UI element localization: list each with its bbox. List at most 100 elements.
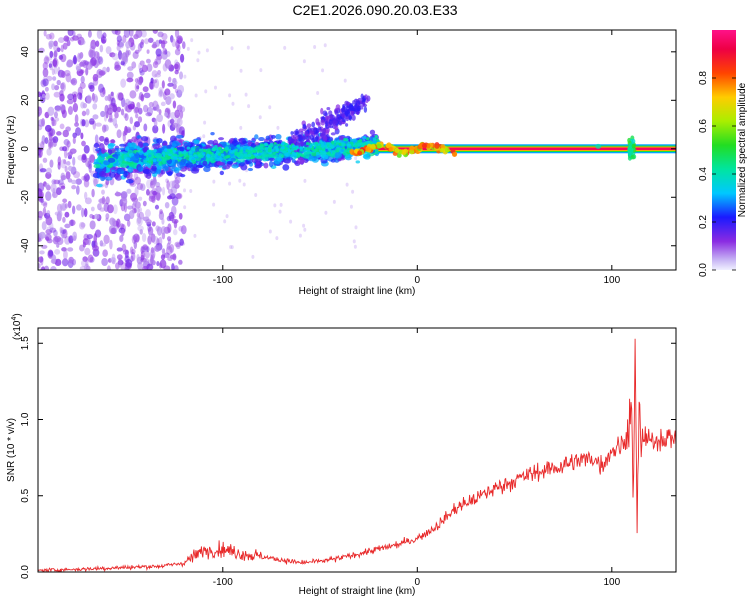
spectrogram-blob xyxy=(179,146,185,152)
spectrogram-blob xyxy=(72,56,78,65)
spectrogram-blob xyxy=(179,106,186,113)
spectrogram-blob xyxy=(284,142,289,147)
spectrogram-blob xyxy=(49,141,54,149)
spectrogram-blob xyxy=(82,241,86,248)
spectrogram-blob xyxy=(98,70,106,76)
spectrogram-blob xyxy=(175,242,181,250)
spectrogram-blob xyxy=(71,205,76,215)
spectrogram-blob xyxy=(256,146,261,150)
spectrogram-blob xyxy=(154,244,161,252)
spectrogram-blob xyxy=(62,146,68,152)
spectrogram-blob xyxy=(160,254,166,260)
spectrogram-blob xyxy=(64,203,68,209)
spectrogram-blob xyxy=(107,157,116,163)
spectrogram-blob xyxy=(169,118,175,125)
spectrogram-blob xyxy=(206,153,210,158)
spectrogram-blob xyxy=(163,112,169,117)
spectrogram-blob xyxy=(164,59,172,69)
spectrogram-blob xyxy=(344,149,348,153)
spectrogram-blob xyxy=(75,65,81,72)
spectrogram-blob xyxy=(84,247,91,256)
spectrogram-blob xyxy=(137,166,144,172)
spectrogram-blob xyxy=(196,164,204,169)
spectrogram-blob xyxy=(244,92,248,97)
spectrogram-blob xyxy=(271,134,276,139)
snr-series-line xyxy=(38,338,676,572)
spectrogram-blob xyxy=(67,93,75,101)
spectrogram-blob xyxy=(363,106,368,113)
spectrogram-blob xyxy=(362,154,369,159)
spectrogram-blob xyxy=(239,125,243,130)
spectrogram-blob xyxy=(247,167,254,172)
spectrogram-blob xyxy=(169,93,175,100)
spectrogram-blob xyxy=(300,131,304,136)
spectrogram-blob xyxy=(80,259,87,267)
spectrogram-blob xyxy=(53,44,59,52)
spectrogram-blob xyxy=(102,249,108,257)
spectrogram-blob xyxy=(119,143,126,147)
spectrogram-blob xyxy=(45,33,52,40)
spectrogram-blob xyxy=(170,155,175,159)
spectrogram-blob xyxy=(362,101,366,106)
spectrogram-blob xyxy=(176,161,185,169)
spectrogram-blob xyxy=(196,151,200,155)
spectrogram-blob xyxy=(229,244,233,249)
spectrogram-blob xyxy=(136,212,140,218)
spectrogram-blob xyxy=(38,106,43,116)
spectrogram-blob xyxy=(53,229,58,237)
spectrogram-blob xyxy=(341,113,346,119)
spectrogram-blob xyxy=(631,138,636,144)
spectrogram-blob xyxy=(229,143,234,148)
spectrogram-blob xyxy=(60,82,65,90)
spectrogram-blob xyxy=(140,94,145,102)
spectrogram-blob xyxy=(99,240,104,247)
spectrogram-blob xyxy=(627,151,632,157)
spectrogram-blob xyxy=(60,158,67,169)
spectrogram-blob xyxy=(338,142,343,146)
spectrogram-blob xyxy=(144,162,150,167)
spectrogram-blob xyxy=(327,151,331,155)
spectrogram-blob xyxy=(246,45,250,50)
spectrogram-blob xyxy=(78,53,83,60)
spectrogram-blob xyxy=(160,101,166,107)
spectrogram-blob xyxy=(95,40,100,47)
spectrogram-blob xyxy=(44,183,50,189)
spectrogram-blob xyxy=(164,88,171,96)
spectrogram-blob xyxy=(351,189,355,194)
spectrogram-blob xyxy=(303,178,307,183)
spectrogram-blob xyxy=(99,87,106,98)
spectrogram-blob xyxy=(153,148,157,153)
spectrogram-blob xyxy=(158,87,164,95)
spectrogram-blob xyxy=(302,223,306,228)
snr-x-tick-label: -100 xyxy=(213,577,233,588)
spectrogram-blob xyxy=(178,212,183,220)
spectrogram-blob xyxy=(105,196,110,205)
spectrogram-blob xyxy=(212,139,219,147)
spectrogram-blob xyxy=(175,134,184,139)
spectrogram-blob xyxy=(311,157,319,163)
spectrogram-blob xyxy=(109,257,117,263)
spectrogram-blob xyxy=(151,70,158,78)
snr-frame xyxy=(37,327,677,573)
spectrogram-blob xyxy=(350,110,354,116)
spectrogram-blob xyxy=(143,123,148,132)
spectrogram-blob xyxy=(136,102,141,109)
spectrogram-blob xyxy=(158,211,165,220)
spectrogram-blob xyxy=(353,244,357,249)
spectrogram-blob xyxy=(56,203,63,213)
spectrogram-blob xyxy=(56,131,62,136)
spectrogram-blob xyxy=(51,254,57,264)
spectrogram-blob xyxy=(140,250,146,260)
spectrogram-blob xyxy=(178,225,184,232)
spectrogram-blob xyxy=(136,254,140,262)
spectrogram-blob xyxy=(257,152,262,156)
spectrogram-blob xyxy=(276,156,283,162)
spectrogram-blob xyxy=(53,111,58,119)
spectrogram-blob xyxy=(80,101,85,109)
spectrogram-blob xyxy=(348,115,353,120)
spectrogram-blob xyxy=(124,113,129,121)
spectrogram-blob xyxy=(89,43,97,50)
spectrogram-blob xyxy=(283,158,292,164)
spectrogram-blob xyxy=(120,78,127,88)
spectrogram-blob xyxy=(62,129,69,138)
